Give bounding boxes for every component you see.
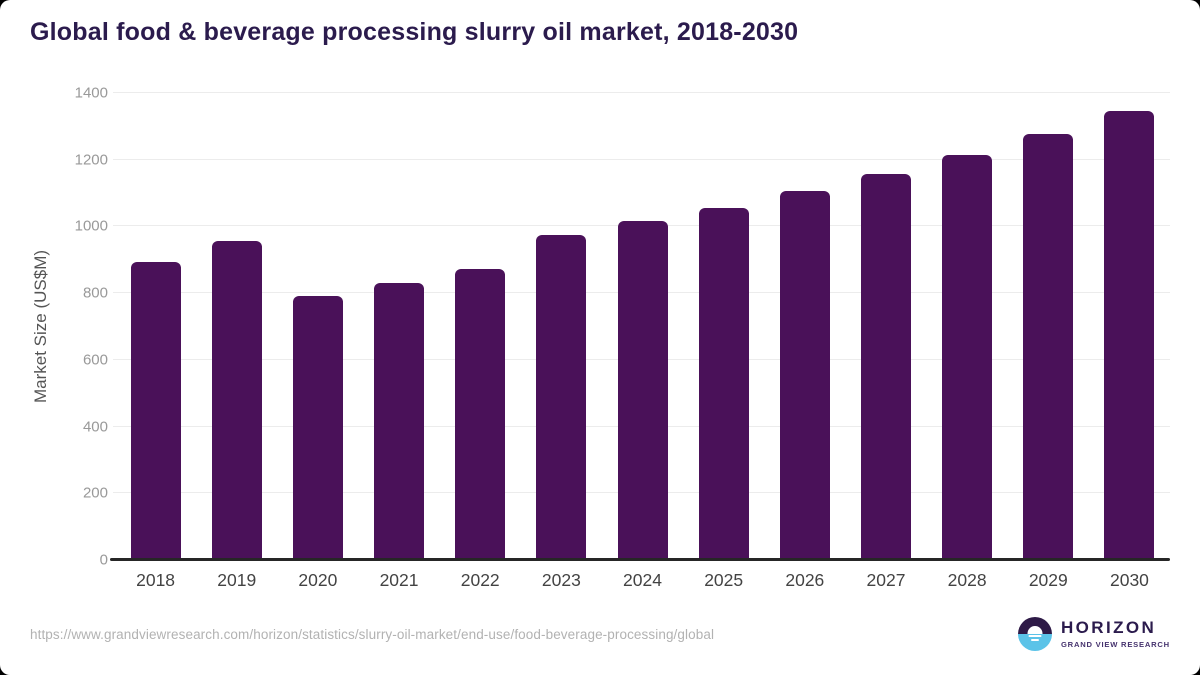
- logo-title: HORIZON: [1061, 618, 1157, 638]
- bar-slot: [683, 93, 764, 560]
- bar-2030[interactable]: [1104, 111, 1155, 560]
- y-tick-label: 400: [82, 418, 108, 436]
- x-tick-label-2028: 2028: [947, 570, 987, 590]
- x-axis-tick-labels: 2018 2019 2020 2021 2022 2023 2024 2025 2026 2027…: [115, 570, 1170, 591]
- sun-dome-shape: [1027, 626, 1043, 634]
- bar-2024[interactable]: [617, 221, 668, 560]
- bar-2022[interactable]: [455, 268, 506, 560]
- bar-slot: [358, 93, 439, 560]
- x-tick-label-2021: 2021: [379, 570, 419, 590]
- x-tick-label-2029: 2029: [1028, 570, 1068, 590]
- bar-slot: [1089, 93, 1170, 560]
- bar-2020[interactable]: [292, 296, 343, 560]
- x-tick-label-2025: 2025: [704, 570, 744, 590]
- x-tick-label-2018: 2018: [136, 570, 176, 590]
- y-tick-label: 1200: [74, 151, 108, 169]
- bar-2019[interactable]: [211, 241, 262, 560]
- bar-2021[interactable]: [374, 282, 425, 560]
- x-tick-label-2026: 2026: [785, 570, 825, 590]
- bar-slot: [764, 93, 845, 560]
- y-tick-label: 200: [82, 484, 108, 502]
- bar-slot: [602, 93, 683, 560]
- x-tick-label-2027: 2027: [866, 570, 906, 590]
- bar-2025[interactable]: [698, 207, 749, 560]
- chart-title: Global food & beverage processing slurry…: [30, 18, 799, 46]
- y-tick-label: 0: [99, 551, 108, 569]
- gridline: [113, 158, 1170, 160]
- bar-2018[interactable]: [130, 262, 181, 560]
- bar-slot: [115, 93, 196, 560]
- x-tick-label-2024: 2024: [623, 570, 662, 590]
- bar-slot: [277, 93, 358, 560]
- gridline: [113, 92, 1170, 93]
- x-tick-label-2023: 2023: [541, 570, 581, 590]
- bar-slot: [196, 93, 277, 560]
- bar-2028[interactable]: [942, 154, 993, 560]
- y-tick-label: 600: [82, 351, 108, 369]
- bar-2023[interactable]: [536, 235, 587, 560]
- x-tick-label-2022: 2022: [460, 570, 500, 590]
- horizon-logo: HORIZON GRAND VIEW RESEARCH: [1018, 617, 1170, 651]
- y-axis-tick-labels: 0 200 400 600 800 1000 1200 1400: [40, 86, 108, 568]
- bar-2026[interactable]: [779, 191, 830, 560]
- y-tick-label: 1400: [74, 84, 108, 102]
- plot-area: [113, 92, 1170, 560]
- bar-2029[interactable]: [1023, 134, 1074, 560]
- horizon-sun-icon: [1018, 617, 1052, 651]
- bar-slot: [440, 93, 521, 560]
- bar-slot: [1008, 93, 1089, 560]
- logo-text: HORIZON GRAND VIEW RESEARCH: [1061, 618, 1170, 649]
- logo-subtitle: GRAND VIEW RESEARCH: [1061, 639, 1170, 649]
- x-tick-label-2030: 2030: [1109, 570, 1149, 590]
- sun-reflection-line: [1028, 634, 1042, 638]
- x-axis-line: [110, 558, 1170, 561]
- y-tick-label: 800: [82, 284, 108, 302]
- sun-reflection-line: [1031, 639, 1039, 642]
- source-url: https://www.grandviewresearch.com/horizo…: [30, 627, 715, 642]
- x-tick-label-2020: 2020: [298, 570, 338, 590]
- bar-slot: [927, 93, 1008, 560]
- bar-slot: [521, 93, 602, 560]
- bar-slot: [845, 93, 926, 560]
- bar-2027[interactable]: [860, 173, 911, 560]
- bars-layer: [115, 93, 1170, 560]
- x-tick-label-2019: 2019: [217, 570, 257, 590]
- y-tick-label: 1000: [74, 217, 108, 235]
